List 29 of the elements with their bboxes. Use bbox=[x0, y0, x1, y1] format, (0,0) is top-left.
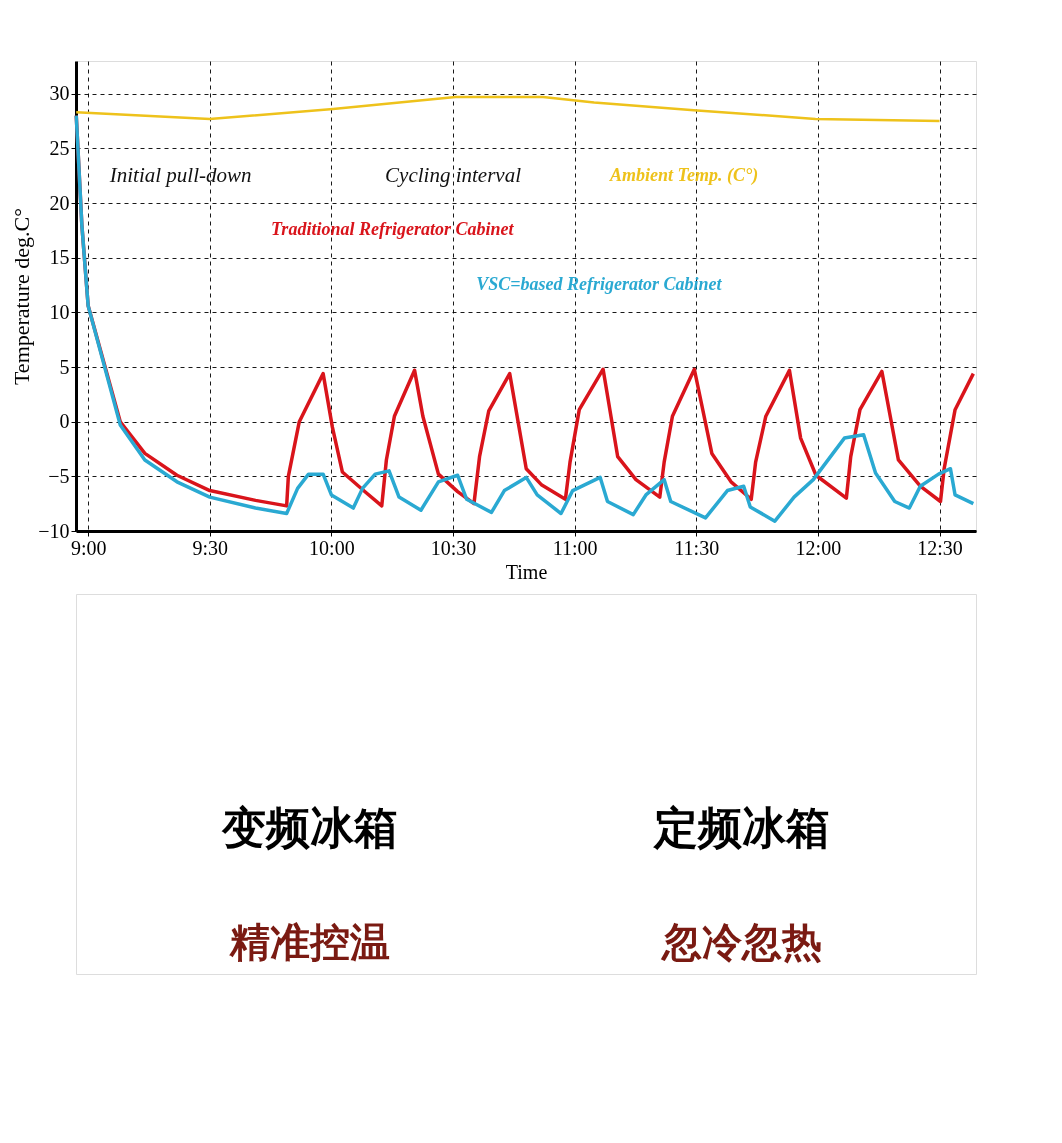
x-tick-label: 12:30 bbox=[917, 536, 963, 559]
y-axis-title: Temperature deg.C° bbox=[9, 207, 35, 386]
y-tick-label: −5 bbox=[48, 464, 70, 487]
y-tick-label: 10 bbox=[49, 300, 70, 323]
y-tick-label: 5 bbox=[59, 355, 70, 378]
text: Traditional Refrigerator Cabinet bbox=[271, 219, 515, 240]
y-tick-label: 30 bbox=[49, 82, 70, 105]
x-tick-label: 10:30 bbox=[430, 536, 477, 559]
x-tick-label: 9:00 bbox=[70, 536, 107, 559]
line-series bbox=[74, 95, 941, 123]
y-tick-label: −10 bbox=[38, 519, 70, 542]
y-tick-label: 0 bbox=[59, 410, 70, 433]
x-tick-label: 11:30 bbox=[674, 536, 720, 559]
text: 变频冰箱 bbox=[221, 801, 398, 853]
x-tick-label: 9:30 bbox=[192, 536, 229, 559]
x-tick-label: 11:00 bbox=[552, 536, 598, 559]
annotation: Cycling interval bbox=[385, 162, 522, 187]
x-tick-label: 10:00 bbox=[309, 536, 355, 559]
text: Ambient Temp. (C°) bbox=[609, 164, 759, 186]
text: 忽冷忽热 bbox=[660, 917, 822, 965]
y-tick-label: 20 bbox=[49, 191, 70, 214]
text: VSC=based Refrigerator Cabinet bbox=[476, 274, 723, 295]
y-tick-label: 25 bbox=[49, 136, 70, 159]
text: 定频冰箱 bbox=[653, 801, 830, 853]
x-tick-label: 12:00 bbox=[795, 536, 842, 559]
annotation: Initial pull-down bbox=[108, 162, 252, 187]
x-axis-title: Time bbox=[505, 560, 548, 583]
y-tick-label: 15 bbox=[49, 246, 70, 269]
text: 精准控温 bbox=[229, 917, 390, 965]
